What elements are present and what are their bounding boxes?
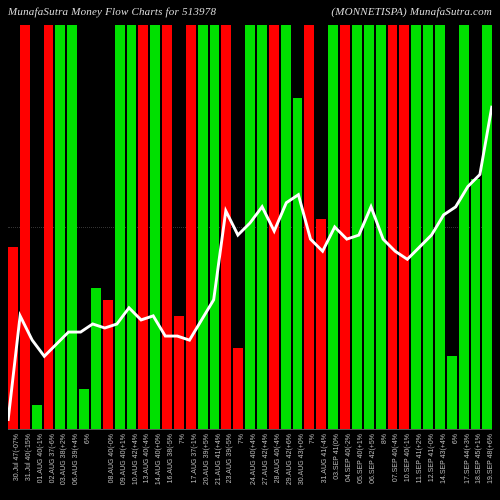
x-axis-tick-label: 20.AUG 39(+5% [198,432,208,500]
x-axis-tick-label: 14.SEP 43(+4% [435,432,445,500]
x-axis-tick-label: 06.AUG 39(+4% [67,432,77,500]
x-axis-tick-label: 6% [79,432,89,500]
x-axis-tick-label: 30.Jul 47(-07% [8,432,18,500]
x-axis-tick-label: 07.SEP 40(-4% [388,432,398,500]
x-axis-tick-label: 24.AUG 40(+4% [245,432,255,500]
x-axis-tick-label: 6% [447,432,457,500]
x-axis-tick-label: 27.AUG 42(+4% [257,432,267,500]
chart-plot-area [8,25,492,430]
x-axis-tick-label: 03.AUG 38(+2% [55,432,65,500]
x-axis-tick-label: 01.AUG 40(-1% [32,432,42,500]
x-axis-tick-label: 03.SEP 41(0% [328,432,338,500]
price-line [8,106,492,421]
x-axis-tick-label: 10.SEP 40(-1% [399,432,409,500]
x-axis-tick-label: 28.AUG 40(-4% [269,432,279,500]
x-axis-tick-label: 16.AUG 38(-5% [162,432,172,500]
x-axis-labels: 30.Jul 47(-07%31.Jul 40(-15%01.AUG 40(-1… [8,432,492,500]
chart-title-left: MunafaSutra Money Flow Charts for 513978 [8,6,216,18]
x-axis-tick-label: 06.SEP 42(+5% [364,432,374,500]
x-axis-tick-label: 04.SEP 40(-2% [340,432,350,500]
x-axis-tick-label: 08.AUG 40(-0% [103,432,113,500]
x-axis-tick-label: 7% [304,432,314,500]
x-axis-tick-label: 11.SEP 41(+2% [411,432,421,500]
x-axis-tick-label [91,432,101,500]
x-axis-tick-label: 10.AUG 42(+4% [127,432,137,500]
x-axis-tick-label: 7% [174,432,184,500]
x-axis-tick-label: 13.AUG 40(-4% [138,432,148,500]
chart-title-right: (MONNETISPA) MunafaSutra.com [331,6,492,18]
x-axis-tick-label: 14.AUG 40(+0% [150,432,160,500]
x-axis-tick-label: 21.AUG 41(+4% [210,432,220,500]
x-axis-tick-label: 12.SEP 41(-0% [423,432,433,500]
x-axis-tick-label: 17.AUG 37(-1% [186,432,196,500]
x-axis-tick-label: 30.AUG 43(+0% [293,432,303,500]
x-axis-tick-label: 23.AUG 39(-5% [221,432,231,500]
line-series-overlay [8,25,492,429]
x-axis-tick-label: 31.Jul 40(-15% [20,432,30,500]
x-axis-tick-label: 7% [233,432,243,500]
x-axis-tick-label: 09.AUG 40(+1% [115,432,125,500]
x-axis-tick-label: 31.AUG 41(-4% [316,432,326,500]
x-axis-tick-label: 17.SEP 44(+3% [459,432,469,500]
x-axis-tick-label: 02.AUG 37(-6% [44,432,54,500]
x-axis-tick-label: 8% [376,432,386,500]
x-axis-tick-label: 05.SEP 40(+1% [352,432,362,500]
x-axis-tick-label: 29.AUG 42(+6% [281,432,291,500]
x-axis-tick-label: 19.SEP 48(+6% [482,432,492,500]
x-axis-tick-label: 18.SEP 45(+1% [471,432,481,500]
